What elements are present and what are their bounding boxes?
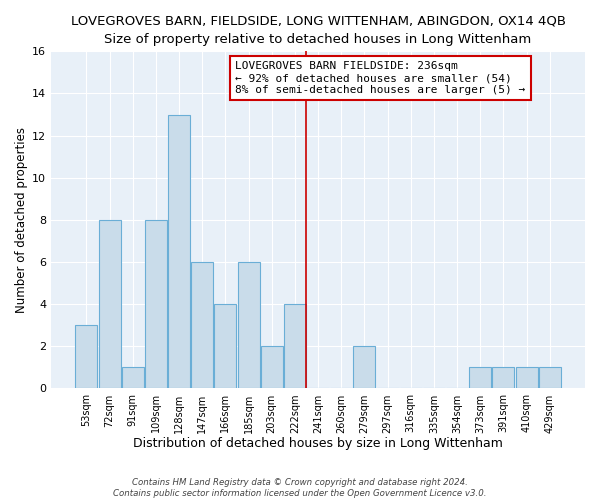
Bar bbox=[191, 262, 213, 388]
Bar bbox=[539, 368, 561, 388]
Text: Contains HM Land Registry data © Crown copyright and database right 2024.
Contai: Contains HM Land Registry data © Crown c… bbox=[113, 478, 487, 498]
Y-axis label: Number of detached properties: Number of detached properties bbox=[15, 127, 28, 313]
Bar bbox=[145, 220, 167, 388]
Bar bbox=[98, 220, 121, 388]
Title: LOVEGROVES BARN, FIELDSIDE, LONG WITTENHAM, ABINGDON, OX14 4QB
Size of property : LOVEGROVES BARN, FIELDSIDE, LONG WITTENH… bbox=[71, 15, 566, 46]
Bar bbox=[168, 114, 190, 388]
Bar bbox=[76, 326, 97, 388]
Bar bbox=[469, 368, 491, 388]
X-axis label: Distribution of detached houses by size in Long Wittenham: Distribution of detached houses by size … bbox=[133, 437, 503, 450]
Text: LOVEGROVES BARN FIELDSIDE: 236sqm
← 92% of detached houses are smaller (54)
8% o: LOVEGROVES BARN FIELDSIDE: 236sqm ← 92% … bbox=[235, 62, 526, 94]
Bar bbox=[515, 368, 538, 388]
Bar bbox=[214, 304, 236, 388]
Bar bbox=[493, 368, 514, 388]
Bar bbox=[261, 346, 283, 389]
Bar bbox=[284, 304, 306, 388]
Bar bbox=[238, 262, 260, 388]
Bar bbox=[353, 346, 376, 389]
Bar bbox=[122, 368, 144, 388]
